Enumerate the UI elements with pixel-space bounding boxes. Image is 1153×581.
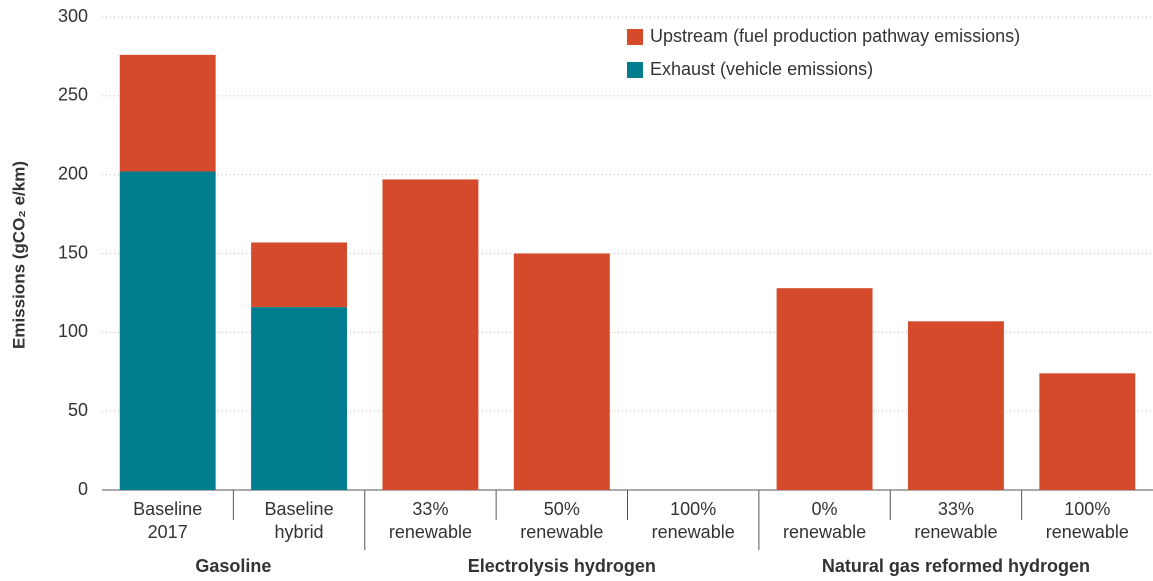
x-tick-label: renewable xyxy=(389,522,472,542)
legend-label: Exhaust (vehicle emissions) xyxy=(650,59,873,79)
x-tick-label: 100% xyxy=(670,499,716,519)
x-tick-label: 0% xyxy=(812,499,838,519)
x-tick-label: 2017 xyxy=(148,522,188,542)
group-label: Gasoline xyxy=(195,556,271,576)
x-tick-label: renewable xyxy=(520,522,603,542)
x-tick-label: renewable xyxy=(783,522,866,542)
bar-segment xyxy=(1039,373,1136,490)
y-tick-label: 50 xyxy=(68,400,88,420)
x-tick-label: Baseline xyxy=(133,499,202,519)
x-tick-label: Baseline xyxy=(265,499,334,519)
y-tick-label: 150 xyxy=(58,242,88,262)
y-tick-label: 0 xyxy=(78,479,88,499)
bar-segment xyxy=(119,54,216,172)
x-tick-label: 33% xyxy=(938,499,974,519)
legend-swatch xyxy=(627,62,643,78)
y-tick-label: 100 xyxy=(58,321,88,341)
group-label: Natural gas reformed hydrogen xyxy=(822,556,1090,576)
bar-segment xyxy=(251,307,348,490)
x-tick-label: hybrid xyxy=(275,522,324,542)
bar-segment xyxy=(776,288,873,490)
y-tick-label: 200 xyxy=(58,163,88,183)
bar-segment xyxy=(513,253,610,490)
y-axis-label: Emissions (gCO₂ e/km) xyxy=(9,161,28,349)
bar-segment xyxy=(907,321,1004,490)
y-tick-label: 250 xyxy=(58,85,88,105)
bar-segment xyxy=(119,171,216,490)
bar-segment xyxy=(382,179,479,490)
legend-swatch xyxy=(627,29,643,45)
x-tick-label: renewable xyxy=(914,522,997,542)
x-tick-label: 50% xyxy=(544,499,580,519)
x-tick-label: renewable xyxy=(1046,522,1129,542)
y-tick-label: 300 xyxy=(58,6,88,26)
x-tick-label: renewable xyxy=(652,522,735,542)
x-tick-label: 33% xyxy=(412,499,448,519)
group-label: Electrolysis hydrogen xyxy=(468,556,656,576)
x-tick-label: 100% xyxy=(1064,499,1110,519)
bar-segment xyxy=(251,242,348,308)
legend-label: Upstream (fuel production pathway emissi… xyxy=(650,26,1020,46)
